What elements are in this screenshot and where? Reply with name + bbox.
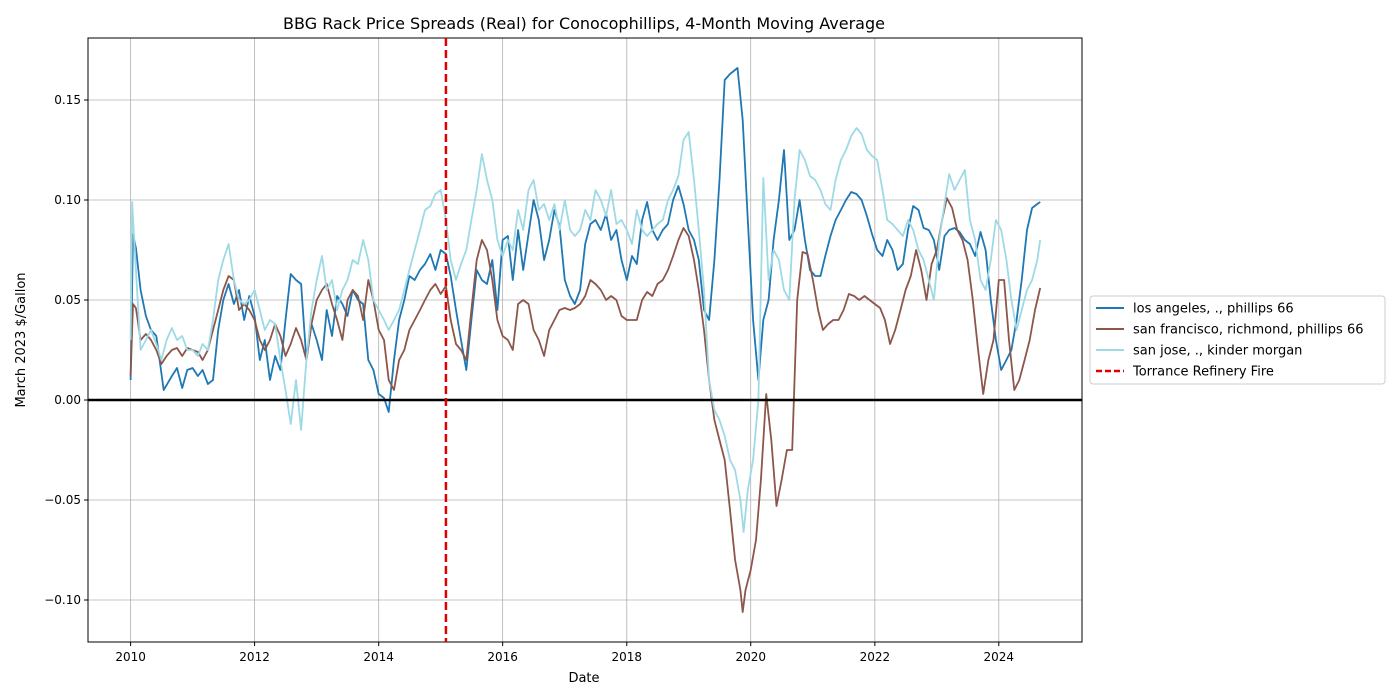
legend-label-1: san francisco, richmond, phillips 66	[1133, 323, 1364, 338]
y-axis-label: March 2023 $/Gallon	[14, 272, 29, 407]
legend-label-0: los angeles, ., phillips 66	[1133, 302, 1294, 317]
plot-area	[88, 38, 1082, 642]
x-axis-ticks: 2010 2012 2014 2016 2018 2020 2022 2024	[115, 642, 1014, 664]
legend: los angeles, ., phillips 66 san francisco…	[1089, 295, 1386, 385]
reference-lines	[88, 38, 1082, 642]
series-line-1	[129, 197, 1042, 613]
series-line-0	[129, 67, 1041, 413]
y-tick-label-3: 0.05	[54, 293, 81, 307]
x-tick-label-7: 2024	[984, 650, 1015, 664]
series-lines	[129, 67, 1042, 613]
plot-frame	[87, 37, 1083, 643]
series-line-2	[129, 127, 1042, 533]
y-tick-label-0: −0.10	[44, 593, 81, 607]
legend-box	[1089, 295, 1386, 385]
y-tick-label-2: 0.00	[54, 393, 81, 407]
x-tick-label-3: 2016	[487, 650, 518, 664]
x-tick-label-5: 2020	[735, 650, 766, 664]
x-axis-label: Date	[568, 671, 599, 686]
legend-label-2: san jose, ., kinder morgan	[1133, 344, 1302, 359]
x-tick-label-1: 2012	[239, 650, 270, 664]
x-tick-label-4: 2018	[611, 650, 642, 664]
x-tick-label-0: 2010	[115, 650, 146, 664]
x-tick-label-6: 2022	[860, 650, 891, 664]
legend-label-3: Torrance Refinery Fire	[1132, 365, 1274, 380]
x-tick-label-2: 2014	[363, 650, 394, 664]
y-axis-ticks: −0.10 −0.05 0.00 0.05 0.10 0.15	[44, 93, 88, 607]
chart-title: BBG Rack Price Spreads (Real) for Conoco…	[283, 14, 885, 33]
y-tick-label-1: −0.05	[44, 493, 81, 507]
y-tick-label-4: 0.10	[54, 193, 81, 207]
y-tick-label-5: 0.15	[54, 93, 81, 107]
